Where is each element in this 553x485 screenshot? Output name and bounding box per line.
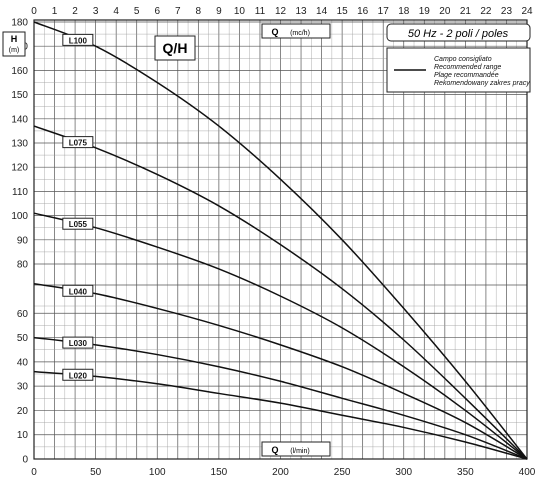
x-bottom-label: Q [271, 445, 278, 455]
x-top-tick-label: 24 [521, 6, 533, 17]
curve-label-box [62, 217, 94, 230]
x-top-tick-label: 11 [255, 6, 266, 17]
x-top-label: Q [271, 27, 278, 37]
x-top-tick-label: 9 [216, 6, 222, 17]
curve-l020 [33, 370, 528, 460]
legend-line-3: Rekomendowany zakres pracy [434, 80, 530, 87]
curve-l075 [33, 125, 528, 460]
x-top-tick-label: 8 [196, 6, 202, 17]
x-top-tick-label: 0 [31, 6, 37, 17]
y-tick-label: 0 [22, 455, 28, 466]
curve-label-box [62, 136, 94, 149]
y-tick-label: 90 [17, 235, 29, 246]
y-tick-label: 30 [17, 382, 29, 393]
y-tick-label: 10 [17, 430, 29, 441]
y-tick-label: 140 [11, 114, 28, 125]
curve-label-l055: L055 [62, 217, 94, 230]
curve-labels: L100 L075 L055 L040 L030 L020 [62, 33, 94, 381]
x-top-tick-label: 22 [480, 6, 492, 17]
y-axis-label: H [11, 34, 18, 44]
y-tick-label: 60 [17, 309, 29, 320]
curve-label-l075: L075 [62, 136, 94, 149]
legend-line-1: Recommended range [434, 64, 501, 71]
curve-label-text: L100 [69, 36, 88, 45]
x-top-tick-label: 12 [275, 6, 287, 17]
x-top-tick-label: 14 [316, 6, 328, 17]
x-bottom-tick-label: 0 [31, 467, 37, 478]
x-bottom-tick-label: 400 [519, 467, 536, 478]
y-tick-label: 160 [11, 66, 28, 77]
plot-frame [33, 19, 528, 460]
x-top-tick-label: 10 [234, 6, 246, 17]
x-top-tick-label: 2 [72, 6, 78, 17]
curve-label-box [62, 368, 94, 381]
y-axis-label-box [2, 31, 26, 57]
x-top-unit: (mc/h) [290, 30, 310, 37]
x-bottom-tick-label: 300 [395, 467, 412, 478]
x-bottom-unit: (l/min) [290, 448, 309, 455]
x-top-tick-label: 15 [337, 6, 349, 17]
x-top-tick-label: 1 [52, 6, 58, 17]
x-top-tick-label: 19 [419, 6, 431, 17]
chart-subtitle: 50 Hz - 2 poli / poles [408, 28, 509, 40]
legend-line-2: Plage recommandée [434, 72, 499, 79]
x-bottom-label-box [261, 441, 331, 457]
y-tick-label: 50 [17, 333, 29, 344]
x-top-tick-label: 16 [357, 6, 369, 17]
x-top-tick-label: 13 [295, 6, 307, 17]
curves [33, 21, 528, 460]
y-tick-label: 180 [11, 18, 28, 29]
curve-l100 [33, 21, 528, 460]
curve-label-text: L075 [69, 139, 88, 148]
x-top-tick-label: 21 [460, 6, 472, 17]
x-top-label-box [261, 23, 331, 39]
curve-l055 [33, 212, 528, 460]
y-tick-label: 100 [11, 211, 28, 222]
x-top-tick-label: 23 [501, 6, 513, 17]
y-tick-label: 120 [11, 163, 28, 174]
x-top-tick-label: 3 [93, 6, 99, 17]
curve-label-box [62, 284, 94, 297]
x-top-tick-label: 17 [378, 6, 390, 17]
y-tick-label: 130 [11, 139, 28, 150]
x-bottom-tick-label: 200 [272, 467, 289, 478]
x-bottom-tick-label: 150 [211, 467, 228, 478]
curve-label-text: L020 [69, 371, 88, 380]
y-tick-label: 40 [17, 357, 29, 368]
curve-l030 [33, 336, 528, 460]
chart-title: Q/H [163, 40, 188, 56]
x-bottom-tick-label: 250 [334, 467, 351, 478]
y-tick-label: 150 [11, 90, 28, 101]
x-top-tick-label: 7 [175, 6, 181, 17]
curve-label-l020: L020 [62, 368, 94, 381]
x-top-tick-label: 18 [398, 6, 410, 17]
x-bottom-tick-label: 50 [90, 467, 102, 478]
curve-label-box [62, 33, 94, 46]
legend-line-0: Campo consigliato [434, 56, 492, 63]
x-top-tick-label: 5 [134, 6, 140, 17]
curve-l040 [33, 283, 528, 460]
y-axis-unit: (m) [9, 47, 20, 54]
x-top-tick-label: 4 [113, 6, 119, 17]
x-bottom-tick-label: 100 [149, 467, 166, 478]
curve-label-text: L030 [69, 339, 88, 348]
y-tick-label: 80 [17, 260, 29, 271]
x-top-tick-label: 20 [439, 6, 451, 17]
curve-label-text: L055 [69, 220, 88, 229]
y-tick-label: 20 [17, 406, 29, 417]
curve-label-box [62, 336, 94, 349]
subtitle-box [386, 23, 531, 42]
curve-label-l030: L030 [62, 336, 94, 349]
title-box [154, 35, 196, 61]
y-tick-label: 110 [12, 187, 28, 198]
x-top-tick-label: 6 [154, 6, 160, 17]
curve-label-l040: L040 [62, 284, 94, 297]
curve-label-text: L040 [69, 287, 88, 296]
curve-label-l100: L100 [62, 33, 94, 46]
x-bottom-tick-label: 350 [457, 467, 474, 478]
grid [33, 20, 528, 460]
axis-frame [33, 19, 528, 460]
